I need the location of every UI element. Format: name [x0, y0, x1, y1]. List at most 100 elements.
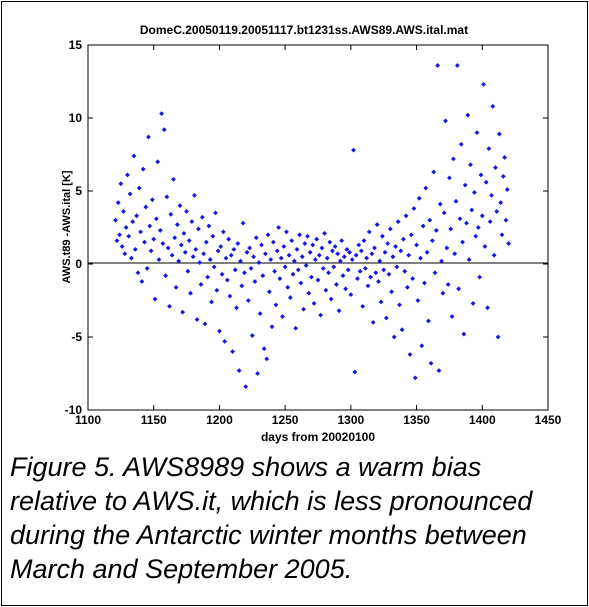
- data-point: [160, 241, 166, 246]
- data-point: [496, 131, 502, 137]
- data-point: [506, 241, 511, 246]
- data-point: [138, 229, 143, 235]
- data-point: [472, 190, 477, 195]
- data-point: [157, 228, 163, 233]
- data-point: [265, 232, 271, 238]
- data-point: [211, 264, 217, 270]
- data-point: [270, 239, 276, 245]
- data-point: [156, 257, 162, 263]
- data-point: [399, 327, 405, 333]
- data-point: [348, 292, 354, 298]
- data-point: [335, 251, 341, 257]
- x-tick-label: 1450: [535, 413, 562, 427]
- data-point: [123, 225, 129, 230]
- data-point: [439, 258, 444, 264]
- data-point: [352, 369, 358, 375]
- data-point: [370, 320, 376, 325]
- data-point: [139, 279, 145, 284]
- data-point: [257, 311, 263, 317]
- data-point: [315, 277, 321, 283]
- data-point: [398, 248, 404, 254]
- data-point: [322, 230, 327, 236]
- data-point: [487, 219, 493, 225]
- data-point: [349, 257, 355, 263]
- data-point: [199, 214, 205, 220]
- data-point: [256, 260, 262, 265]
- y-tick-label: 10: [69, 111, 83, 125]
- data-point: [259, 242, 264, 248]
- data-point: [414, 242, 419, 248]
- data-point: [445, 282, 451, 287]
- data-point: [428, 360, 434, 366]
- data-point: [319, 245, 325, 251]
- data-point: [424, 249, 430, 255]
- data-point: [113, 217, 118, 223]
- data-point: [295, 267, 301, 273]
- data-point: [224, 277, 230, 283]
- data-point: [416, 195, 422, 201]
- data-point: [420, 223, 426, 229]
- data-point: [273, 302, 279, 308]
- x-tick-label: 1400: [469, 413, 496, 427]
- data-point: [326, 270, 331, 276]
- data-point: [437, 201, 443, 207]
- data-point: [231, 247, 237, 252]
- data-point: [422, 280, 427, 286]
- data-point: [503, 217, 509, 223]
- scatter-plot: DomeC.20050119.20051117.bt1231ss.AWS89.A…: [61, 23, 562, 444]
- data-point: [479, 213, 485, 219]
- data-point: [461, 331, 467, 337]
- x-axis-label: days from 20020100: [261, 430, 375, 444]
- data-point: [474, 130, 480, 135]
- data-point: [189, 219, 195, 225]
- data-point: [284, 229, 289, 235]
- data-point: [165, 245, 171, 251]
- data-point: [490, 103, 496, 109]
- data-point: [122, 251, 128, 257]
- data-point: [301, 306, 306, 312]
- data-point: [146, 134, 151, 140]
- data-point: [153, 216, 159, 222]
- data-point: [220, 229, 226, 235]
- data-point: [314, 236, 320, 242]
- data-point: [207, 257, 213, 263]
- data-point: [423, 185, 429, 191]
- data-point: [155, 159, 161, 165]
- data-point: [401, 236, 406, 242]
- data-point: [235, 241, 241, 246]
- data-point: [251, 254, 256, 260]
- data-point: [432, 270, 438, 276]
- data-point: [469, 207, 475, 213]
- data-point: [369, 251, 375, 257]
- data-point: [504, 187, 510, 192]
- data-point: [364, 255, 370, 261]
- data-point: [209, 299, 214, 305]
- data-point: [485, 305, 490, 311]
- data-point: [148, 248, 154, 254]
- data-point: [243, 384, 249, 390]
- data-point: [410, 276, 416, 281]
- data-point: [498, 200, 504, 206]
- data-point: [253, 235, 259, 241]
- data-point: [182, 249, 188, 255]
- data-point: [307, 249, 313, 255]
- data-point: [119, 244, 125, 249]
- data-point: [286, 252, 292, 258]
- data-point: [406, 252, 412, 258]
- data-point: [222, 338, 228, 344]
- data-point: [436, 368, 442, 373]
- data-point: [441, 210, 447, 216]
- data-point: [261, 346, 267, 352]
- data-point: [330, 248, 335, 254]
- data-point: [393, 244, 398, 249]
- data-point: [448, 226, 454, 232]
- data-point: [288, 295, 293, 300]
- data-point: [171, 176, 176, 182]
- data-point: [365, 283, 371, 289]
- data-point: [312, 257, 318, 263]
- data-point: [331, 264, 337, 270]
- data-point: [483, 179, 489, 185]
- data-point: [210, 233, 216, 239]
- x-tick-label: 1200: [206, 413, 233, 427]
- data-point: [131, 153, 137, 159]
